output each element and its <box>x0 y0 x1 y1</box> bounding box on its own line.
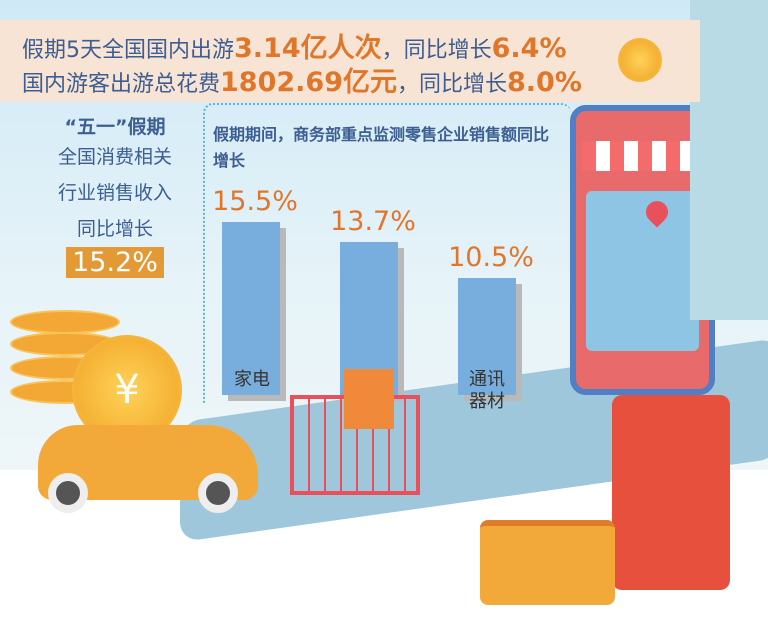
left-panel: “五一”假期 全国消费相关 行业销售收入 同比增长 15.2% <box>0 112 200 278</box>
headline-value: 1802.69亿元 <box>220 67 397 98</box>
coin-icon <box>618 38 662 82</box>
briefcase-icon <box>480 520 615 605</box>
shopping-cart-icon <box>290 369 420 495</box>
left-panel-value: 15.2% <box>66 247 164 278</box>
headline-growth: 6.4% <box>491 33 567 64</box>
category-label: 家电 <box>234 369 270 390</box>
data-label: 15.5% <box>212 186 298 217</box>
chart-panel <box>203 103 571 403</box>
headline-line-1: 假期5天全国国内出游3.14亿人次，同比增长6.4% <box>22 26 567 65</box>
left-panel-line: 全国消费相关 <box>57 146 172 168</box>
car-icon <box>38 425 258 513</box>
headline-text: ，同比增长 <box>381 38 492 63</box>
data-label: 13.7% <box>330 206 416 238</box>
data-label: 10.5% <box>448 241 534 273</box>
left-panel-line: 行业销售收入 <box>57 182 172 204</box>
building-illustration <box>690 0 768 320</box>
bar-2 <box>458 277 516 395</box>
category-label: 通讯器材 <box>469 369 505 412</box>
headline-band <box>0 20 700 102</box>
suitcase-icon <box>612 395 730 590</box>
chart-title: 假期期间，商务部重点监测零售企业销售额同比增长 <box>213 125 550 170</box>
bar-0 <box>222 222 280 395</box>
left-panel-title: “五一”假期 <box>64 116 166 138</box>
headline-value: 3.14亿人次 <box>234 33 382 64</box>
headline-text: 国内游客出游总花费 <box>22 72 221 97</box>
headline-growth: 8.0% <box>507 67 582 98</box>
coin-stack <box>10 310 120 334</box>
left-panel-line: 同比增长 <box>76 218 153 240</box>
headline-text: ，同比增长 <box>397 72 508 97</box>
headline-text: 假期5天全国国内出游 <box>22 38 234 63</box>
headline-line-2: 国内游客出游总花费1802.69亿元，同比增长8.0% <box>22 60 582 99</box>
